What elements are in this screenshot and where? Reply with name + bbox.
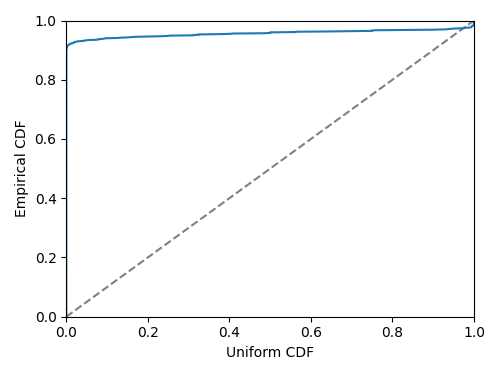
X-axis label: Uniform CDF: Uniform CDF	[226, 346, 314, 360]
Y-axis label: Empirical CDF: Empirical CDF	[15, 120, 29, 218]
